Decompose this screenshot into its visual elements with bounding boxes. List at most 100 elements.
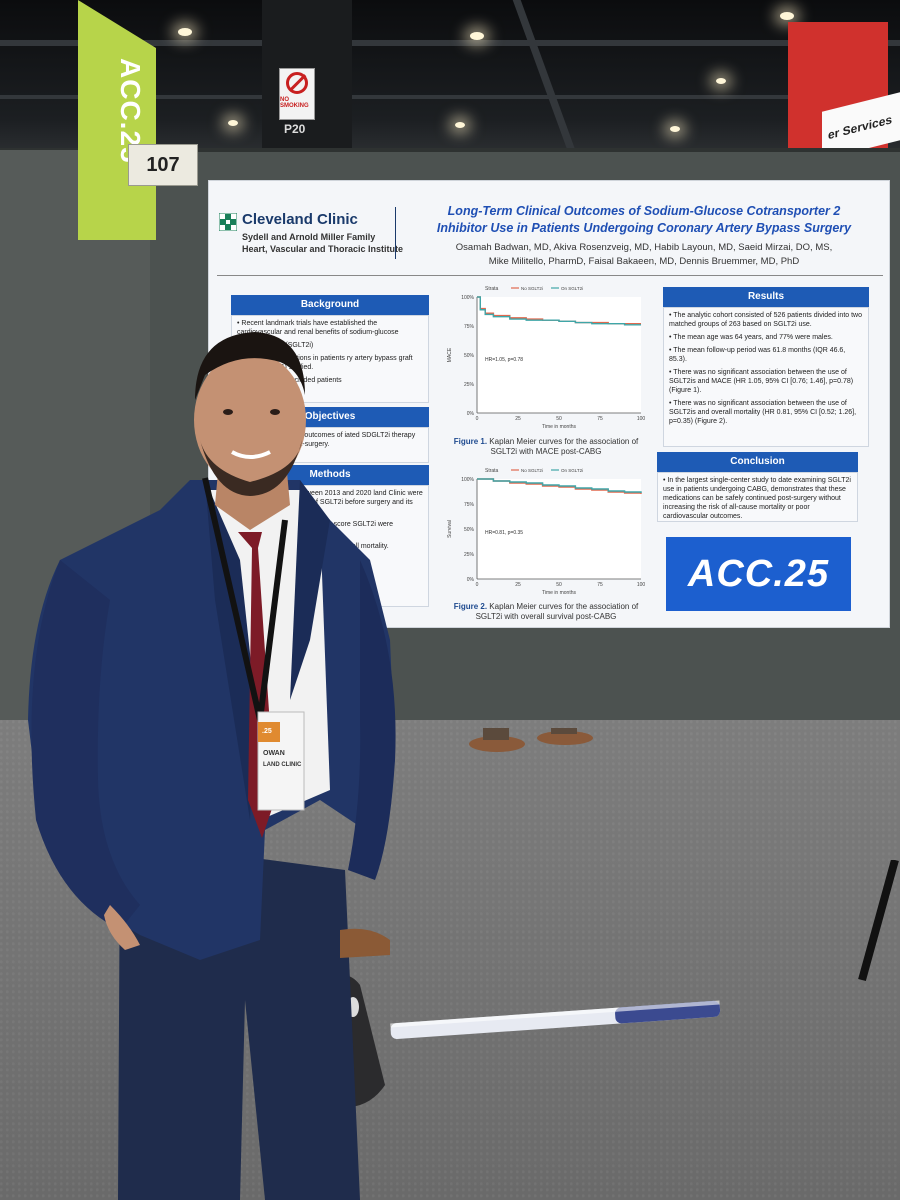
results-bullet: The mean age was 64 years, and 77% were … bbox=[669, 333, 863, 342]
ceiling-light bbox=[716, 78, 726, 84]
conclusion-body: In the largest single-center study to da… bbox=[657, 472, 858, 522]
acc25-poster-logo-text: ACC.25 bbox=[687, 552, 830, 595]
ceiling-light bbox=[670, 126, 680, 132]
acc-sign bbox=[78, 0, 156, 240]
km-plot-survival: Strata No SGLT2i On SGLT2i 0 25 50 75 100 0% 25% 5… bbox=[447, 468, 646, 596]
legend-title: Strata bbox=[485, 286, 499, 292]
left-arm bbox=[31, 560, 140, 930]
y-tick-label: 25% bbox=[464, 382, 475, 388]
background-bullet: Recent landmark trials have established … bbox=[237, 319, 423, 337]
poster-tube bbox=[390, 1000, 721, 1040]
ceiling-light bbox=[470, 32, 484, 40]
background-heading: Background bbox=[231, 295, 429, 315]
badge-logo-text: .25 bbox=[262, 728, 272, 735]
figure1-chart: Strata No SGLT2i On SGLT2i 0 25 50 75 100 0% 25% 5… bbox=[441, 281, 651, 436]
y-tick-label: 75% bbox=[464, 324, 475, 330]
poster-title-line2: Inhibitor Use in Patients Undergoing Cor… bbox=[436, 221, 852, 235]
results-bullet: There was no significant association bet… bbox=[669, 368, 863, 395]
y-tick-label: 50% bbox=[464, 353, 475, 359]
no-smoking-icon bbox=[286, 72, 308, 94]
pillar-code: P20 bbox=[284, 122, 306, 136]
institution-sub1: Sydell and Arnold Miller Family bbox=[242, 232, 376, 242]
x-tick-label: 50 bbox=[556, 416, 562, 422]
institution-sub2: Heart, Vascular and Thoracic Institute bbox=[242, 244, 404, 254]
y-tick-label: 50% bbox=[464, 527, 475, 533]
poster-authors: Osamah Badwan, MD, Akiva Rosenzveig, MD,… bbox=[409, 241, 879, 269]
legend-entry: No SGLT2i bbox=[521, 286, 543, 291]
legend-entry: No SGLT2i bbox=[521, 468, 543, 473]
badge-org: LAND CLINIC bbox=[263, 762, 302, 768]
header-divider bbox=[395, 207, 396, 259]
poster-title: Long-Term Clinical Outcomes of Sodium-Gl… bbox=[409, 203, 879, 237]
easel-leg bbox=[858, 860, 899, 982]
figure2-caption: Figure 2. Kaplan Meier curves for the as… bbox=[441, 602, 651, 622]
badge-logo bbox=[258, 722, 280, 742]
plot-area bbox=[477, 479, 641, 579]
poster-title-line1: Long-Term Clinical Outcomes of Sodium-Gl… bbox=[447, 204, 841, 218]
poster-header: Cleveland Clinic Sydell and Arnold Mille… bbox=[209, 181, 891, 275]
authors-line1: Osamah Badwan, MD, Akiva Rosenzveig, MD,… bbox=[455, 242, 833, 253]
eye-right bbox=[270, 409, 280, 415]
figure1-caption-text: Kaplan Meier curves for the association … bbox=[489, 437, 639, 456]
conclusion-bullet: In the largest single-center study to da… bbox=[663, 476, 852, 521]
no-smoking-label: NO SMOKING bbox=[280, 97, 309, 109]
x-tick-label: 0 bbox=[476, 582, 479, 588]
hr-annotation: HR=0.81, p=0.35 bbox=[485, 530, 523, 536]
legend-title: Strata bbox=[485, 468, 499, 474]
km-plot-mace: Strata No SGLT2i On SGLT2i 0 25 50 75 100 0% 25% 5… bbox=[447, 286, 646, 430]
institution-name: Cleveland Clinic bbox=[242, 211, 358, 228]
shoe bbox=[340, 928, 390, 958]
y-tick-label: 100% bbox=[461, 477, 474, 483]
legend-entry: On SGLT2i bbox=[561, 286, 583, 291]
ceiling-light bbox=[780, 12, 794, 20]
km-curve-on-sglt2i bbox=[477, 478, 642, 493]
y-axis-label: Survival bbox=[447, 520, 453, 538]
x-tick-label: 25 bbox=[515, 416, 521, 422]
x-tick-label: 75 bbox=[597, 582, 603, 588]
results-bullet: The mean follow-up period was 61.8 month… bbox=[669, 346, 863, 364]
results-bullet: The analytic cohort consisted of 526 pat… bbox=[669, 311, 863, 329]
hr-annotation: HR=1.05, p=0.78 bbox=[485, 357, 523, 363]
y-tick-label: 75% bbox=[464, 502, 475, 508]
results-body: The analytic cohort consisted of 526 pat… bbox=[663, 307, 869, 447]
y-tick-label: 0% bbox=[467, 411, 475, 417]
header-rule bbox=[217, 275, 883, 276]
cleveland-clinic-logo-icon bbox=[219, 213, 237, 231]
legend-entry: On SGLT2i bbox=[561, 468, 583, 473]
x-tick-label: 100 bbox=[637, 416, 646, 422]
results-heading: Results bbox=[663, 287, 869, 307]
y-tick-label: 100% bbox=[461, 295, 474, 301]
results-bullet: There was no significant association bet… bbox=[669, 399, 863, 426]
x-tick-label: 0 bbox=[476, 416, 479, 422]
ceiling-light bbox=[228, 120, 238, 126]
x-tick-label: 25 bbox=[515, 582, 521, 588]
y-tick-label: 25% bbox=[464, 552, 475, 558]
background-shoes bbox=[469, 728, 593, 752]
ceiling-light bbox=[455, 122, 465, 128]
figure2-label: Figure 2. bbox=[453, 602, 488, 611]
smile bbox=[231, 450, 271, 459]
badge-name: OWAN bbox=[263, 750, 285, 757]
x-tick-label: 75 bbox=[597, 416, 603, 422]
conclusion-heading: Conclusion bbox=[657, 452, 858, 472]
lapel-right bbox=[290, 480, 330, 700]
lapel-left bbox=[205, 480, 255, 820]
x-tick-label: 100 bbox=[637, 582, 646, 588]
ceiling-light bbox=[178, 28, 192, 36]
face bbox=[194, 352, 306, 488]
x-tick-label: 50 bbox=[556, 582, 562, 588]
right-arm bbox=[348, 560, 396, 880]
no-smoking-sign: NO SMOKING bbox=[279, 68, 315, 120]
hair bbox=[195, 332, 305, 400]
acc25-poster-logo: ACC.25 bbox=[666, 537, 851, 611]
figure1-label: Figure 1. bbox=[453, 437, 488, 446]
hand bbox=[104, 905, 140, 950]
km-curve-on-sglt2i bbox=[477, 296, 641, 326]
beard bbox=[200, 440, 302, 496]
figure1-caption: Figure 1. Kaplan Meier curves for the as… bbox=[441, 437, 651, 457]
authors-line2: Mike Militello, PharmD, Faisal Bakaeen, … bbox=[488, 256, 800, 267]
figure2-caption-text: Kaplan Meier curves for the association … bbox=[475, 602, 639, 621]
y-axis-label: MACE bbox=[447, 347, 453, 362]
